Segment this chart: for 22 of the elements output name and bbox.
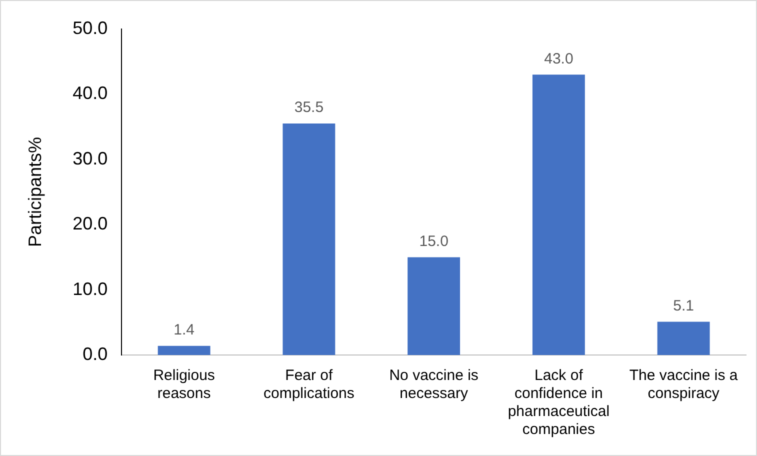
y-tick-label: 50.0 — [72, 18, 108, 38]
y-tick-label: 0.0 — [82, 344, 108, 364]
y-axis-title: Participants% — [24, 136, 45, 248]
bar — [532, 74, 585, 355]
bar — [657, 322, 710, 355]
y-tick-label: 40.0 — [72, 83, 108, 104]
data-label: 15.0 — [419, 232, 448, 250]
bar — [158, 346, 210, 355]
bar — [408, 257, 460, 355]
y-tick-label: 20.0 — [72, 214, 108, 234]
data-label: 1.4 — [174, 322, 194, 339]
x-tick-label: Lack of confidence in pharmaceutical companies — [508, 367, 610, 438]
data-label: 35.5 — [294, 99, 324, 116]
y-tick-label: 30.0 — [72, 148, 108, 168]
y-tick-label: 10.0 — [72, 278, 108, 299]
x-tick-label: Religious reasons — [153, 367, 215, 402]
data-label: 43.0 — [544, 50, 574, 68]
bar — [282, 124, 336, 355]
x-tick-label: Fear of complications — [264, 367, 354, 402]
x-tick-label: No vaccine is necessary — [389, 367, 478, 402]
data-label: 5.1 — [673, 297, 694, 314]
x-tick-label: The vaccine is a conspiracy — [629, 367, 738, 402]
